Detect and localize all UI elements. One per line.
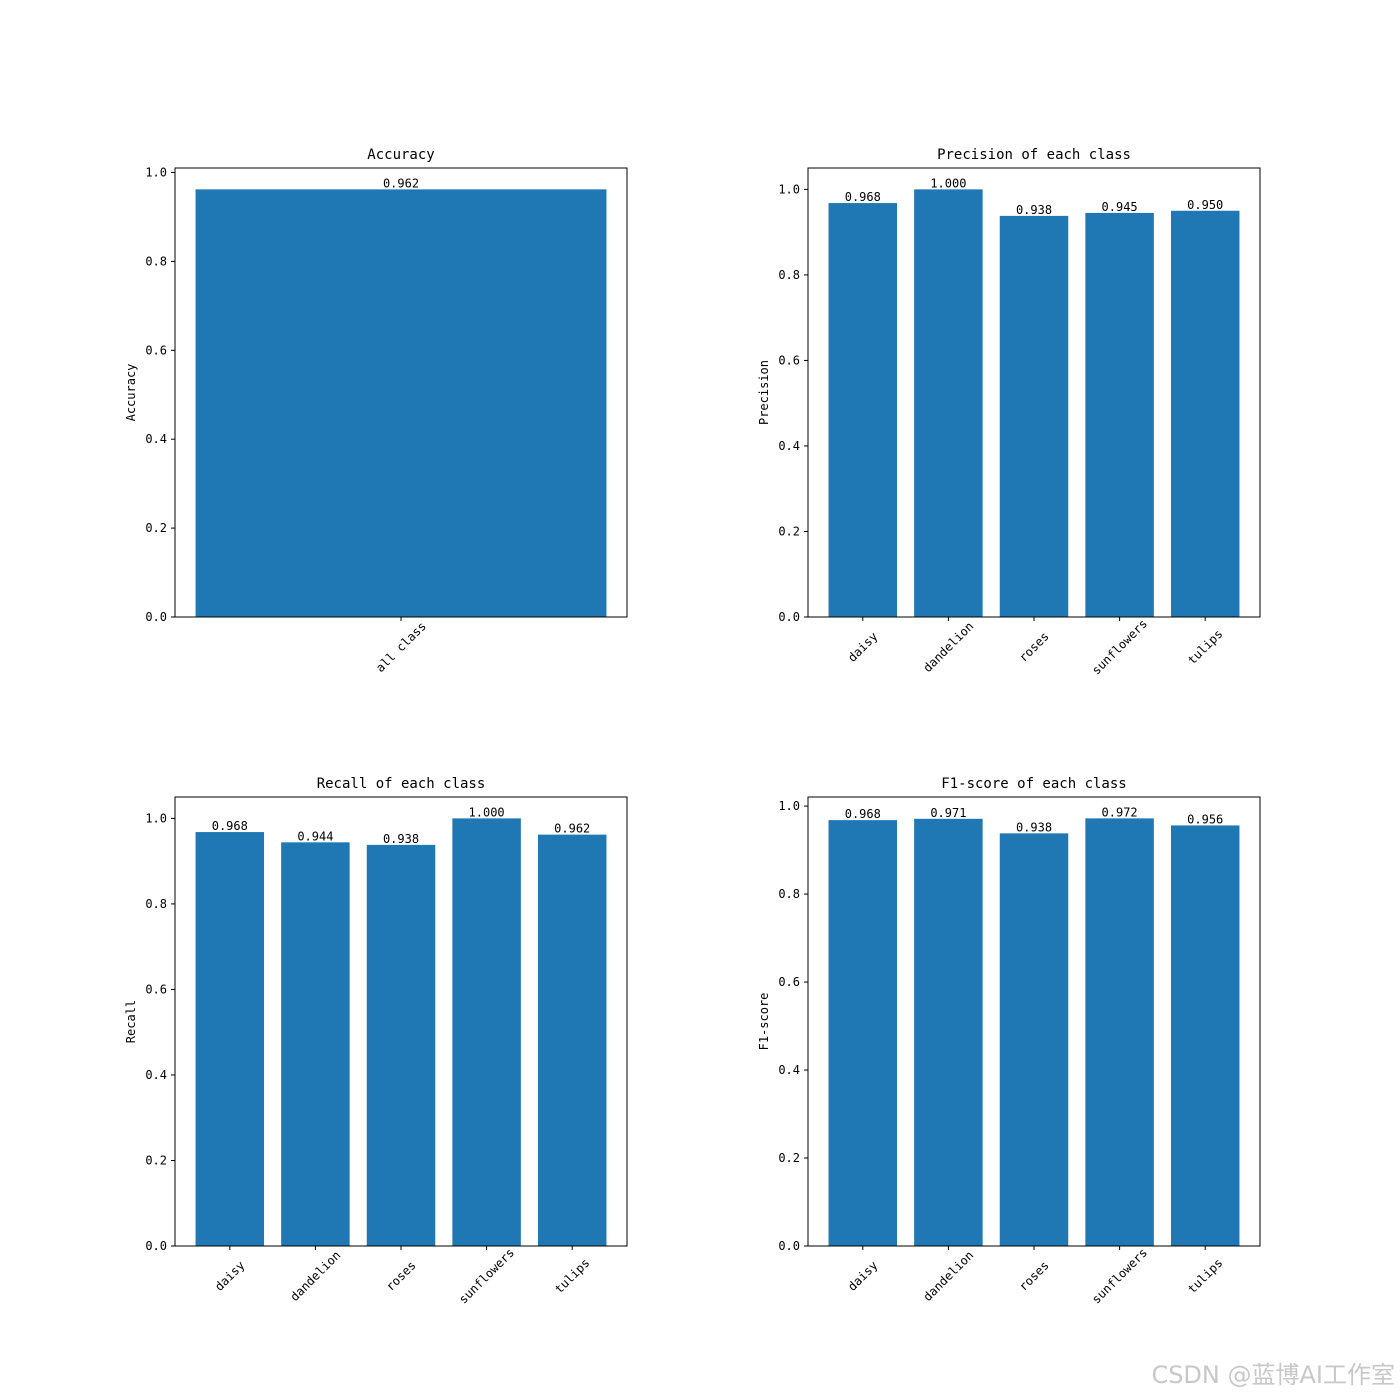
x-tick-label: roses: [383, 1258, 418, 1293]
value-label: 1.000: [469, 805, 505, 819]
y-tick-label: 0.8: [145, 897, 167, 911]
y-tick-label: 0.4: [778, 439, 800, 453]
bar: [366, 844, 436, 1246]
bar: [914, 189, 983, 617]
x-tick-label: sunflowers: [1089, 1246, 1150, 1307]
bar: [828, 203, 898, 617]
x-tick-label: tulips: [552, 1256, 593, 1297]
x-tick-label: dandelion: [920, 1248, 976, 1304]
bar: [452, 818, 521, 1246]
x-tick-label: dandelion: [287, 1248, 343, 1304]
x-tick-label: dandelion: [920, 619, 976, 675]
y-tick-label: 0.0: [145, 610, 167, 624]
chart-title: F1-score of each class: [941, 776, 1126, 792]
chart-title: Recall of each class: [317, 776, 486, 792]
bar: [999, 215, 1069, 618]
y-tick-label: 0.4: [145, 1068, 167, 1082]
y-tick-label: 0.2: [145, 521, 167, 535]
bar: [195, 832, 265, 1246]
value-label: 0.956: [1187, 812, 1223, 826]
value-label: 0.962: [554, 822, 590, 836]
y-tick-label: 0.4: [145, 432, 167, 446]
x-tick-label: sunflowers: [1089, 617, 1150, 678]
y-tick-label: 1.0: [145, 811, 167, 825]
value-label: 0.968: [845, 190, 881, 204]
x-tick-label: sunflowers: [456, 1246, 517, 1307]
y-axis-label: F1-score: [757, 993, 771, 1051]
bar: [1170, 825, 1240, 1246]
x-tick-label: roses: [1016, 1258, 1051, 1293]
value-label: 0.938: [1016, 203, 1052, 217]
chart-title: Precision of each class: [937, 147, 1131, 163]
y-tick-label: 0.8: [778, 268, 800, 282]
y-tick-label: 1.0: [778, 182, 800, 196]
y-axis-label: Precision: [757, 360, 771, 425]
y-tick-label: 0.6: [145, 343, 167, 357]
y-tick-label: 0.6: [145, 982, 167, 996]
value-label: 0.944: [297, 829, 333, 843]
value-label: 0.950: [1187, 198, 1223, 212]
y-tick-label: 0.2: [145, 1153, 167, 1167]
y-axis-label: Accuracy: [124, 364, 138, 422]
x-tick-label: tulips: [1185, 627, 1226, 668]
x-tick-label: tulips: [1185, 1256, 1226, 1297]
value-label: 0.945: [1102, 200, 1138, 214]
y-tick-label: 0.8: [145, 254, 167, 268]
bar: [914, 818, 983, 1246]
bar: [195, 189, 607, 617]
watermark: CSDN @蓝博AI工作室: [1151, 1361, 1395, 1389]
y-tick-label: 0.6: [778, 353, 800, 367]
y-tick-label: 0.2: [778, 1151, 800, 1165]
bar: [1170, 210, 1240, 617]
x-tick-label: daisy: [212, 1258, 247, 1293]
bar: [1085, 818, 1154, 1246]
value-label: 0.938: [383, 832, 419, 846]
bar: [828, 820, 898, 1246]
y-tick-label: 0.4: [778, 1063, 800, 1077]
bar: [281, 842, 350, 1246]
y-tick-label: 0.2: [778, 524, 800, 538]
value-label: 0.968: [212, 819, 248, 833]
y-tick-label: 0.6: [778, 975, 800, 989]
bar: [537, 834, 607, 1246]
value-label: 0.962: [383, 176, 419, 190]
y-tick-label: 0.0: [778, 610, 800, 624]
chart-title: Accuracy: [367, 147, 434, 163]
y-tick-label: 0.0: [145, 1239, 167, 1253]
value-label: 0.938: [1016, 820, 1052, 834]
x-tick-label: roses: [1016, 629, 1051, 664]
y-tick-label: 0.8: [778, 887, 800, 901]
y-tick-label: 1.0: [778, 799, 800, 813]
x-tick-label: all class: [373, 619, 429, 675]
value-label: 0.972: [1102, 805, 1138, 819]
bar: [999, 833, 1069, 1246]
value-label: 0.971: [930, 806, 966, 820]
value-label: 1.000: [930, 176, 966, 190]
value-label: 0.968: [845, 807, 881, 821]
y-axis-label: Recall: [124, 1000, 138, 1043]
y-tick-label: 0.0: [778, 1239, 800, 1253]
x-tick-label: daisy: [845, 629, 880, 664]
bar: [1085, 212, 1154, 617]
x-tick-label: daisy: [845, 1258, 880, 1293]
y-tick-label: 1.0: [145, 165, 167, 179]
